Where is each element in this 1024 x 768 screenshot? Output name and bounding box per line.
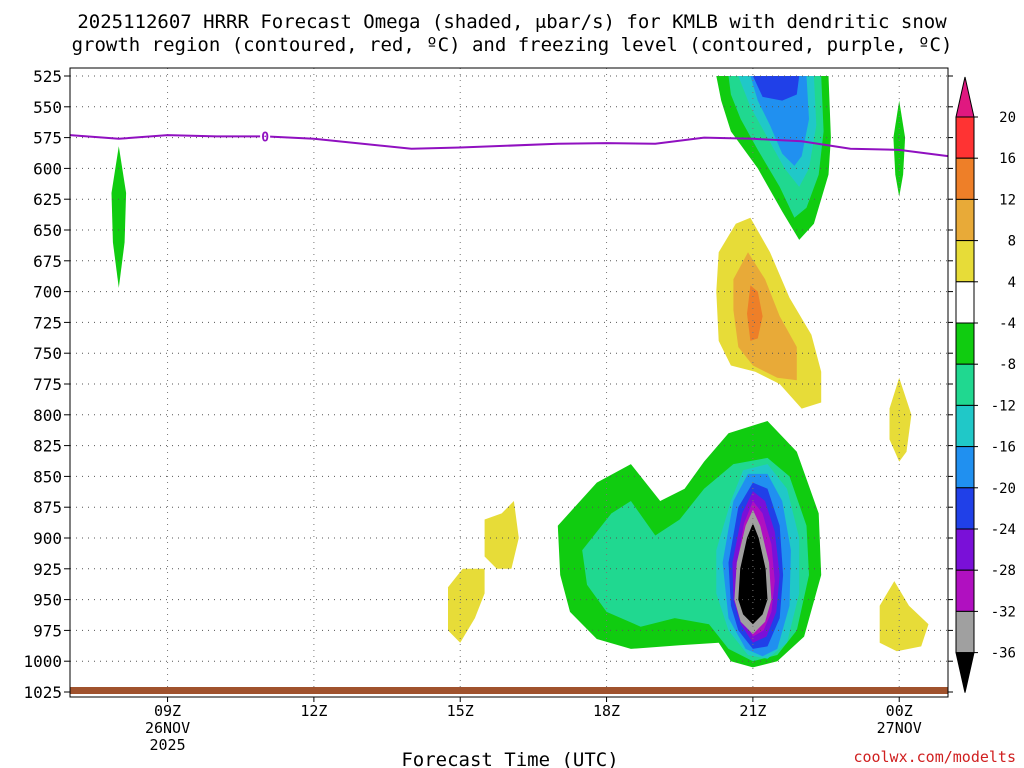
y-tick-label: 975	[33, 621, 62, 640]
colorbar-bin	[955, 240, 975, 283]
colorbar-label: -4	[999, 316, 1016, 332]
omega-region-yellow-23z	[879, 581, 929, 652]
colorbar-bin	[955, 281, 975, 324]
colorbar-label: -36	[991, 646, 1016, 662]
omega-region-red-orange-core	[747, 285, 763, 341]
colorbar-bin	[955, 610, 975, 654]
x-tick-label: 2025	[149, 736, 185, 754]
x-tick-label: 00Z	[886, 702, 913, 720]
x-tick-label: 18Z	[593, 702, 620, 720]
colorbar-bin	[955, 322, 975, 365]
y-tick-label: 625	[33, 190, 62, 209]
omega-region-orange-mid	[733, 252, 797, 381]
y-tick-label: 1000	[23, 652, 62, 671]
colorbar-bin	[955, 569, 975, 612]
omega-region-yellow-right	[889, 377, 912, 462]
colorbar-bin	[955, 404, 975, 448]
colorbar-top-arrow	[955, 76, 975, 118]
colorbar-label: -16	[991, 440, 1016, 456]
y-tick-label: 875	[33, 498, 62, 517]
omega-region-upper-lightblue	[750, 76, 809, 166]
x-tick-label: 27NOV	[877, 719, 922, 737]
x-tick-label: 26NOV	[145, 719, 190, 737]
y-tick-label: 800	[33, 406, 62, 425]
freezing-level-label: 0	[261, 130, 269, 145]
colorbar-bin	[955, 528, 975, 571]
plot-frame	[69, 67, 949, 698]
y-tick-label: 725	[33, 313, 62, 332]
colorbar-bin	[955, 157, 975, 200]
colorbar-bin	[955, 363, 975, 406]
credit-text: coolwx.com/modelts	[853, 748, 1016, 766]
omega-region-yellow-16z	[484, 501, 519, 569]
chart-title-line-1: 2025112607 HRRR Forecast Omega (shaded, …	[77, 11, 947, 33]
colorbar-label: -32	[991, 604, 1016, 620]
colorbar-label: -24	[991, 522, 1016, 538]
omega-region-lower-black-core	[738, 523, 768, 625]
y-tick-label: 1025	[23, 683, 62, 702]
omega-shaded-regions	[111, 76, 929, 668]
freezing-level-layer: 0	[69, 128, 949, 158]
y-tick-label: 700	[33, 283, 62, 302]
y-tick-label: 925	[33, 560, 62, 579]
y-tick-label: 825	[33, 437, 62, 456]
colorbar-label: -20	[991, 481, 1016, 497]
colorbar-bin	[955, 116, 975, 159]
y-tick-label: 550	[33, 98, 62, 117]
y-tick-label: 575	[33, 129, 62, 148]
freezing-level-label-bg	[260, 128, 271, 144]
y-tick-label: 600	[33, 159, 62, 178]
y-tick-label: 750	[33, 344, 62, 363]
colorbar: 20 16 12 8 4 -4 -8 -12 -16 -20 -24 -28 -32 -36	[955, 76, 1016, 693]
omega-region-upper-blue	[752, 76, 800, 101]
colorbar-label: -12	[991, 398, 1016, 414]
colorbar-label: 20	[999, 110, 1016, 126]
ground-surface	[70, 687, 948, 694]
chart-title-line-2: growth region (contoured, red, ºC) and f…	[72, 34, 953, 56]
omega-region-left-sliver	[111, 146, 127, 288]
colorbar-label: 4	[1008, 275, 1016, 291]
y-tick-label: 850	[33, 467, 62, 486]
omega-region-yellow-15z	[448, 568, 485, 643]
y-tick-label: 950	[33, 591, 62, 610]
x-tick-label: 15Z	[447, 702, 474, 720]
colorbar-label: 12	[999, 192, 1016, 208]
x-tick-label: 21Z	[739, 702, 766, 720]
colorbar-bin	[955, 198, 975, 242]
omega-region-right-upper-sliver	[893, 100, 906, 197]
y-tick-label: 650	[33, 221, 62, 240]
x-tick-label: 09Z	[154, 702, 181, 720]
x-tick-label: 12Z	[300, 702, 327, 720]
x-axis-label: Forecast Time (UTC)	[401, 749, 618, 768]
y-tick-label: 900	[33, 529, 62, 548]
colorbar-bin	[955, 487, 975, 530]
colorbar-bottom-arrow	[955, 652, 975, 693]
colorbar-label: -28	[991, 563, 1016, 579]
y-axis-ticks: 525 550 575 600 625 650 675 700 725 750 775 800 825 8…	[23, 67, 953, 702]
colorbar-bin	[955, 446, 975, 489]
colorbar-label: 16	[999, 151, 1016, 167]
y-tick-label: 775	[33, 375, 62, 394]
colorbar-label: 8	[1008, 234, 1016, 250]
freezing-level-line	[69, 134, 949, 158]
y-tick-label: 525	[33, 67, 62, 86]
grid-lines	[70, 68, 948, 697]
y-tick-label: 675	[33, 252, 62, 271]
colorbar-label: -8	[999, 357, 1016, 373]
